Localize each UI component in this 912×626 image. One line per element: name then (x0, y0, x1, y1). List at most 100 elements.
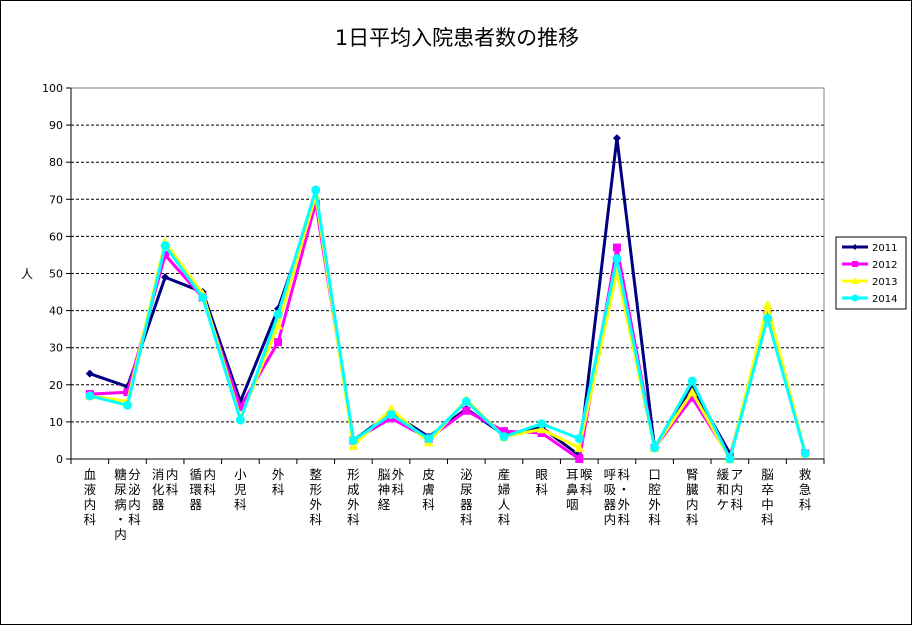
data-point (574, 442, 585, 452)
category-label-char: 外 (272, 467, 285, 482)
category-label-char: 液 (84, 482, 97, 497)
legend-label-2011: 2011 (872, 243, 897, 254)
category-label-char: 科 (128, 512, 141, 527)
data-point (575, 455, 584, 463)
category-label-char: 循 (190, 467, 203, 482)
category-label-char: 内 (114, 527, 127, 542)
category-label-char: 吸 (604, 482, 617, 497)
category-label-char: 血 (84, 467, 97, 482)
legend: 2011 2012 2013 2014 (835, 236, 907, 310)
y-tick-label: 40 (49, 305, 63, 318)
y-axis-label: 人 (21, 267, 33, 281)
category-label-char: 科 (422, 497, 435, 512)
category-label-char: 消 (152, 467, 165, 482)
category-label-char: 救 (799, 467, 812, 482)
data-point (123, 388, 132, 397)
category-label-char: 科 (761, 512, 774, 527)
category-label-char: 科 (272, 482, 285, 497)
category-label-char: 緩 (717, 467, 730, 482)
category-label: 救急科 (799, 467, 812, 512)
category-label-char: 口 (648, 467, 661, 482)
category-label-char: 糖 (114, 467, 127, 482)
data-point (85, 369, 94, 378)
category-label-char: 腎 (686, 467, 699, 482)
category-label-char: 脳 (378, 467, 391, 482)
category-label-char: 内 (686, 497, 699, 512)
category-label-char: 泌 (128, 482, 141, 497)
y-tick-label: 0 (56, 453, 63, 466)
data-point (536, 424, 547, 434)
category-label-char: 形 (309, 482, 322, 497)
category-label-char: 急 (799, 482, 812, 497)
category-label-char: 病 (114, 497, 127, 512)
data-point (198, 293, 208, 303)
data-point (687, 387, 698, 397)
data-point (236, 403, 245, 412)
legend-label-2012: 2012 (872, 260, 897, 271)
y-tick-label: 80 (49, 156, 63, 169)
legend-marker (852, 261, 858, 267)
data-point (762, 300, 773, 310)
category-label: 外科 (272, 467, 285, 497)
category-label-char: 尿 (114, 482, 127, 497)
category-label-char: 内 (128, 497, 141, 512)
category-label-char: 内 (166, 467, 179, 482)
category-label-char: 分 (128, 467, 141, 482)
category-label-char: 中 (761, 497, 774, 512)
y-tick-label: 30 (49, 342, 63, 355)
category-label-char: 整 (309, 467, 322, 482)
category-label-char: 科 (535, 482, 548, 497)
category-label-char: ケ (717, 497, 730, 512)
category-label-char: 臓 (686, 482, 699, 497)
category-label-char: 科 (731, 497, 744, 512)
category-label-char: 内 (204, 467, 217, 482)
data-point (122, 400, 132, 410)
data-point (311, 185, 321, 195)
series-2014 (85, 185, 810, 464)
data-point (574, 434, 584, 444)
category-label-char: 科 (618, 467, 631, 482)
data-point (386, 403, 397, 413)
category-label-char: 科 (618, 512, 631, 527)
category-label-char: 咽 (566, 497, 579, 512)
category-label-char: 器 (152, 497, 165, 512)
category-label-char: 耳 (566, 467, 579, 482)
data-point (537, 419, 547, 429)
category-label-char: 泌 (460, 467, 473, 482)
category-label-char: 科 (166, 482, 179, 497)
data-point (612, 134, 621, 143)
category-label-char: 形 (347, 467, 360, 482)
y-tick-label: 50 (49, 268, 63, 281)
category-label-char: 外 (648, 497, 661, 512)
legend-marker (851, 294, 859, 302)
data-point (461, 396, 471, 406)
data-point (650, 443, 660, 453)
y-tick-label: 90 (49, 119, 63, 132)
series-2012 (85, 199, 810, 463)
y-tick-label: 10 (49, 416, 63, 429)
category-label-char: 科 (234, 497, 247, 512)
category-label-char: 和 (717, 482, 730, 497)
data-point (273, 320, 284, 330)
category-label-char: 科 (84, 512, 97, 527)
category-label-char: ア (731, 467, 744, 482)
y-tick-label: 100 (42, 82, 63, 95)
category-label-char: ・ (618, 482, 631, 497)
y-tick-label: 60 (49, 230, 63, 243)
category-label-char: 化 (152, 482, 165, 497)
category-label-char: 科 (204, 482, 217, 497)
category-label-char: 器 (604, 497, 617, 512)
category-label-char: 婦 (498, 482, 511, 497)
category-label-char: 経 (378, 497, 391, 512)
category-label-char: 人 (498, 497, 511, 512)
category-label-char: 児 (234, 482, 247, 497)
y-tick-labels: 0 10 20 30 40 50 60 70 80 90 100 (42, 82, 63, 466)
